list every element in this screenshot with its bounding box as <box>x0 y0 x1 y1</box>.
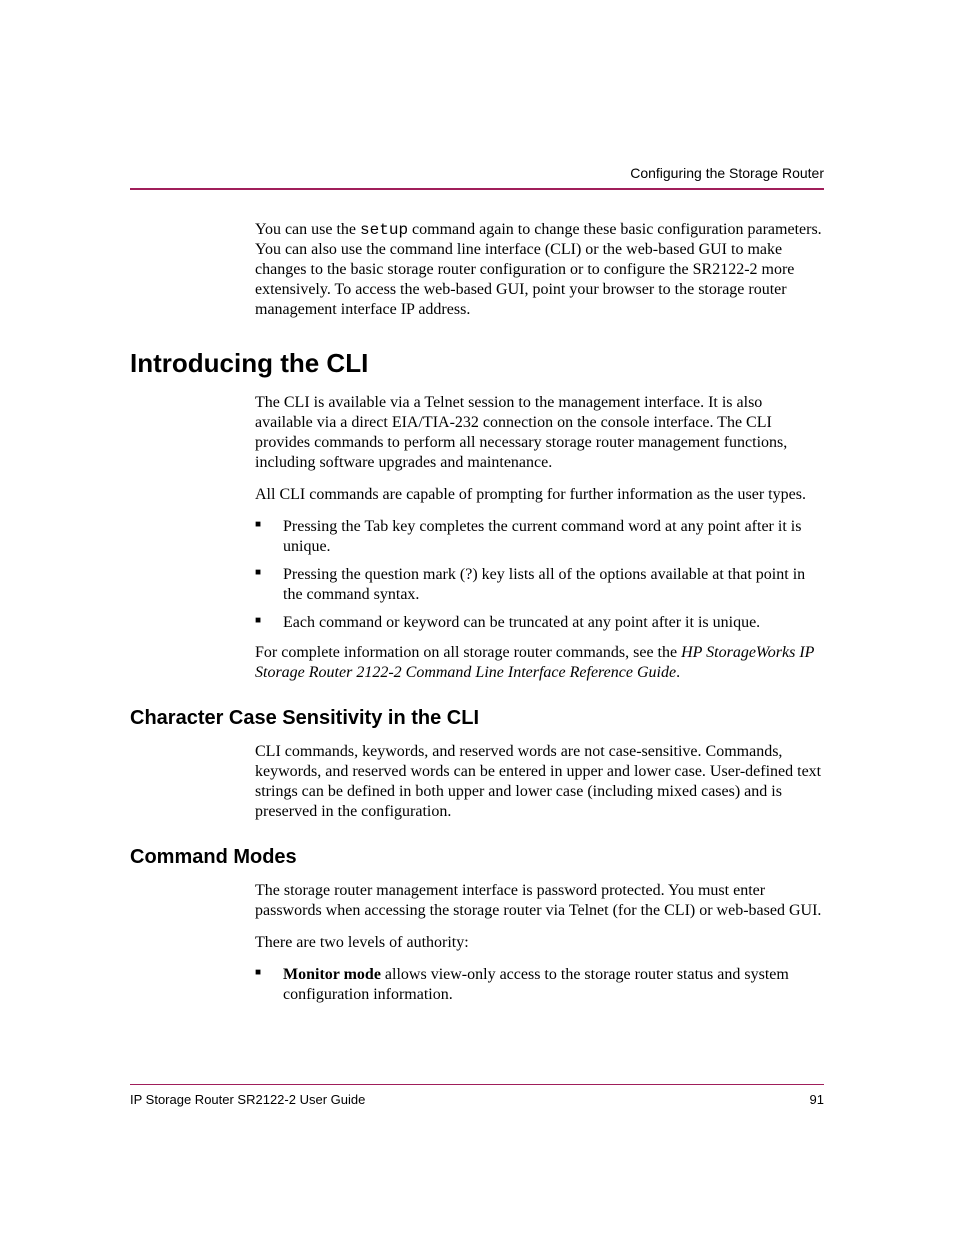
cli-ref-pre: For complete information on all storage … <box>255 644 681 661</box>
footer-title: IP Storage Router SR2122-2 User Guide <box>130 1092 365 1107</box>
case-paragraph-1: CLI commands, keywords, and reserved wor… <box>130 742 824 822</box>
cli-ref-post: . <box>676 664 680 681</box>
page-number: 91 <box>810 1092 824 1107</box>
heading-command-modes: Command Modes <box>130 846 824 869</box>
list-item: Monitor mode allows view-only access to … <box>255 965 824 1005</box>
setup-command: setup <box>360 221 408 239</box>
cli-paragraph-1: The CLI is available via a Telnet sessio… <box>130 393 824 473</box>
intro-paragraph: You can use the setup command again to c… <box>130 220 824 320</box>
page-content: You can use the setup command again to c… <box>130 220 824 1015</box>
running-header: Configuring the Storage Router <box>630 165 824 181</box>
list-item: Pressing the Tab key completes the curre… <box>255 517 824 557</box>
list-item: Each command or keyword can be truncated… <box>255 613 824 633</box>
cli-bullet-list: Pressing the Tab key completes the curre… <box>130 517 824 633</box>
intro-text-pre: You can use the <box>255 221 360 238</box>
bullet-text-pre: Pressing the question mark ( <box>283 566 465 583</box>
heading-case-sensitivity: Character Case Sensitivity in the CLI <box>130 707 824 730</box>
modes-paragraph-1: The storage router management interface … <box>130 881 824 921</box>
cli-paragraph-2: All CLI commands are capable of promptin… <box>130 485 824 505</box>
footer-rule <box>130 1084 824 1086</box>
modes-paragraph-2: There are two levels of authority: <box>130 933 824 953</box>
header-rule <box>130 188 824 190</box>
list-item: Pressing the question mark (?) key lists… <box>255 565 824 605</box>
monitor-mode-label: Monitor mode <box>283 966 381 983</box>
heading-introducing-cli: Introducing the CLI <box>130 348 824 379</box>
modes-bullet-list: Monitor mode allows view-only access to … <box>130 965 824 1005</box>
document-page: Configuring the Storage Router You can u… <box>0 0 954 1235</box>
cli-paragraph-3: For complete information on all storage … <box>130 643 824 683</box>
